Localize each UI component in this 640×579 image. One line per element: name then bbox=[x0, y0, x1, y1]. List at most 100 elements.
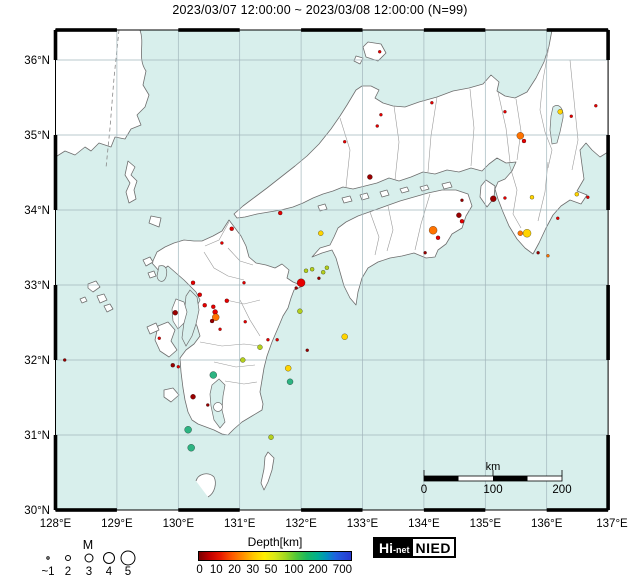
landmass bbox=[317, 203, 328, 212]
prefecture-border bbox=[515, 98, 522, 161]
quake-marker bbox=[209, 371, 218, 379]
depth-tick-label: 700 bbox=[332, 564, 352, 576]
quake-marker bbox=[379, 113, 383, 117]
quake-marker bbox=[209, 318, 215, 324]
prefecture-border bbox=[239, 299, 261, 337]
prefecture-border bbox=[199, 341, 261, 347]
quake-marker bbox=[257, 344, 263, 350]
quake-marker bbox=[594, 104, 598, 108]
prefecture-border bbox=[213, 361, 256, 368]
depth-tick-label: 10 bbox=[209, 564, 223, 576]
lat-label: 36°N bbox=[24, 55, 50, 67]
prefecture-border bbox=[225, 299, 261, 305]
landmass bbox=[124, 160, 138, 204]
quake-marker bbox=[341, 333, 348, 340]
landmass bbox=[260, 451, 275, 491]
scale-bar-tick-label: 100 bbox=[483, 484, 502, 496]
quake-marker bbox=[367, 174, 373, 180]
magnitude-legend-label: 5 bbox=[125, 566, 131, 578]
quake-marker bbox=[546, 254, 550, 258]
hinet-logo-left: Hi -net bbox=[375, 539, 413, 556]
quake-marker bbox=[586, 195, 590, 199]
quake-marker bbox=[517, 230, 524, 236]
hinet-logo-net: -net bbox=[393, 544, 410, 555]
hinet-logo-hi: Hi bbox=[379, 539, 393, 556]
landmass bbox=[311, 189, 473, 306]
quake-marker bbox=[375, 124, 379, 128]
frame-tick bbox=[301, 508, 363, 512]
frame-tick bbox=[606, 30, 610, 60]
quake-marker bbox=[202, 303, 207, 308]
quake-marker bbox=[303, 268, 309, 273]
magnitude-legend-circle bbox=[46, 556, 50, 560]
landmass bbox=[341, 195, 353, 204]
frame-tick bbox=[423, 508, 486, 512]
map-title: 2023/03/07 12:00:00 ~ 2023/03/08 12:00:0… bbox=[172, 3, 468, 17]
lat-label: 33°N bbox=[24, 280, 50, 292]
quake-marker bbox=[428, 226, 438, 235]
quake-marker bbox=[522, 229, 532, 238]
frame-tick bbox=[53, 30, 58, 60]
quake-marker bbox=[296, 278, 306, 287]
frame-tick bbox=[423, 28, 486, 32]
prefecture-border bbox=[204, 221, 230, 247]
scale-bar-tick-label: 0 bbox=[421, 484, 427, 496]
landmass bbox=[146, 322, 160, 335]
quake-marker bbox=[266, 338, 270, 342]
national-boundary bbox=[105, 29, 120, 169]
quake-marker bbox=[243, 320, 247, 324]
quake-marker bbox=[184, 426, 192, 434]
quake-marker bbox=[211, 304, 216, 309]
landmass bbox=[233, 29, 609, 255]
prefecture-border bbox=[369, 211, 380, 256]
quake-marker bbox=[197, 292, 203, 297]
bay-or-lake bbox=[549, 105, 564, 145]
landmass bbox=[87, 280, 101, 293]
quake-marker bbox=[435, 235, 441, 240]
frame-tick bbox=[301, 28, 363, 32]
quake-marker bbox=[242, 281, 246, 285]
quake-marker bbox=[574, 192, 580, 197]
frame-tick bbox=[606, 135, 610, 210]
quake-marker bbox=[317, 230, 324, 236]
landmass bbox=[362, 41, 387, 62]
quake-marker bbox=[324, 265, 330, 270]
depth-tick-label: 200 bbox=[308, 564, 328, 576]
quake-marker bbox=[190, 280, 196, 285]
landmass bbox=[142, 256, 154, 267]
magnitude-legend-circle bbox=[65, 555, 71, 561]
frame-tick bbox=[53, 285, 58, 360]
quake-marker bbox=[456, 212, 462, 218]
landmass bbox=[399, 186, 410, 194]
quake-marker bbox=[556, 216, 560, 220]
depth-tick-label: 20 bbox=[228, 564, 241, 576]
prefecture-border bbox=[224, 380, 258, 385]
landmass bbox=[163, 387, 180, 403]
quake-marker bbox=[206, 403, 210, 407]
lon-label: 135°E bbox=[470, 518, 502, 530]
magnitude-legend-label: 4 bbox=[106, 566, 113, 578]
prefecture-border bbox=[203, 251, 245, 281]
frame-tick bbox=[546, 28, 609, 32]
prefecture-border bbox=[386, 205, 394, 252]
frame-tick bbox=[606, 435, 610, 510]
quake-marker bbox=[294, 286, 298, 290]
quake-marker bbox=[430, 101, 434, 105]
quake-marker bbox=[275, 338, 279, 342]
frame-tick bbox=[178, 28, 240, 32]
prefecture-border bbox=[569, 59, 579, 171]
hinet-nied-logo: Hi -net NIED bbox=[373, 537, 456, 558]
magnitude-legend-circle bbox=[120, 550, 136, 566]
frame-tick bbox=[546, 508, 609, 512]
landmass bbox=[441, 181, 453, 190]
frame-tick bbox=[53, 435, 58, 510]
quake-marker bbox=[320, 270, 326, 275]
landmass bbox=[379, 189, 390, 198]
prefecture-border bbox=[508, 162, 522, 229]
quake-marker bbox=[317, 276, 321, 280]
landmass bbox=[148, 215, 162, 228]
quake-marker bbox=[240, 357, 246, 363]
lon-label: 136°E bbox=[531, 518, 563, 530]
quake-marker bbox=[423, 251, 427, 255]
